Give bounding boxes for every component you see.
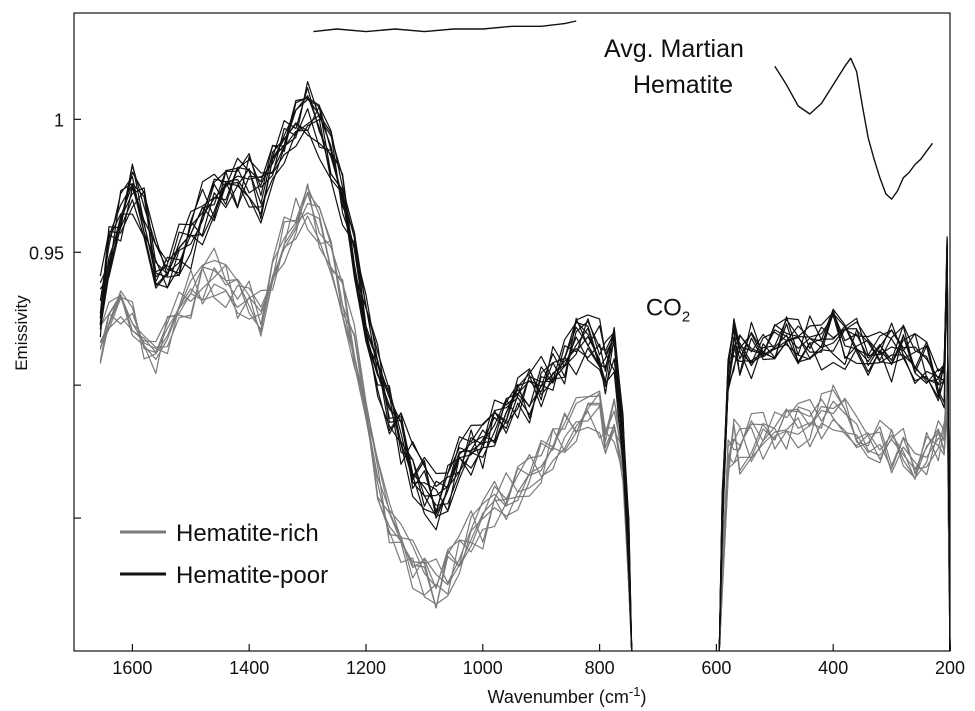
reference-title-line2: Hematite: [633, 71, 733, 99]
x-tick-label: 800: [585, 658, 615, 678]
x-axis-title-suffix: ): [640, 687, 646, 707]
series-line-hematite-rich: [718, 377, 951, 652]
series-line-hematite-rich: [718, 373, 951, 652]
series-line-hematite-rich: [99, 197, 633, 652]
co2-annotation: CO2: [646, 294, 690, 325]
series-line-hematite-poor: [718, 268, 951, 652]
legend-label-hematite-poor: Hematite-poor: [176, 562, 328, 589]
x-tick-label: 1200: [346, 658, 386, 678]
x-tick-label: 1600: [112, 658, 152, 678]
series-line-avg-martian-hematite: [313, 20, 577, 33]
series-line-hematite-rich: [99, 191, 633, 652]
y-axis-title: Emissivity: [12, 295, 31, 371]
x-axis-title: Wavenumber (cm-1): [488, 684, 647, 707]
series-line-hematite-poor: [718, 268, 951, 652]
series-line-hematite-poor: [718, 255, 951, 652]
legend-label-hematite-rich: Hematite-rich: [176, 520, 319, 547]
co2-subscript: 2: [682, 308, 690, 325]
y-tick-label: 0.95: [29, 243, 64, 263]
series-line-hematite-poor: [718, 237, 951, 652]
series-line-hematite-rich: [99, 192, 633, 652]
series-line-hematite-poor: [99, 98, 633, 652]
series-line-hematite-poor: [718, 246, 951, 652]
x-tick-label: 400: [818, 658, 848, 678]
series-line-hematite-rich: [99, 183, 633, 652]
series-line-hematite-poor: [718, 256, 951, 652]
series-line-hematite-rich: [718, 398, 951, 652]
series-line-hematite-rich: [718, 370, 951, 652]
axes: 1600 1400 1200 1000 800 600 400 200 0.95 1: [29, 110, 965, 678]
series-line-avg-martian-hematite: [774, 57, 934, 200]
co2-text: CO: [646, 294, 682, 321]
x-tick-label: 600: [701, 658, 731, 678]
y-tick-label: 1: [54, 110, 64, 130]
x-axis-title-main: Wavenumber (cm: [488, 687, 629, 707]
series-layer: [99, 20, 951, 652]
x-tick-label: 1400: [229, 658, 269, 678]
plot-frame: [73, 12, 951, 652]
x-axis-title-superscript: -1: [629, 684, 641, 699]
legend: Hematite-rich Hematite-poor: [120, 520, 328, 589]
x-tick-label: 1000: [463, 658, 503, 678]
series-line-hematite-poor: [718, 236, 951, 652]
series-line-hematite-rich: [718, 398, 951, 652]
reference-title-line1: Avg. Martian: [604, 35, 744, 63]
x-tick-label: 200: [935, 658, 965, 678]
series-line-hematite-rich: [99, 186, 633, 652]
series-line-hematite-rich: [718, 384, 951, 652]
series-line-hematite-poor: [99, 95, 633, 652]
